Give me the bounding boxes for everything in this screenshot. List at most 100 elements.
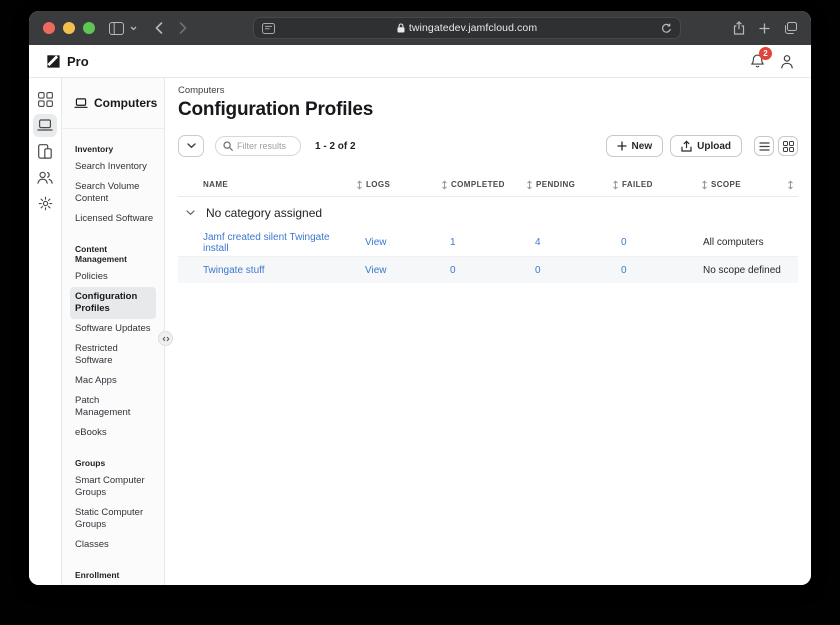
minimize-window-button[interactable]	[63, 22, 75, 34]
scope-value: All computers	[703, 237, 764, 248]
column-header-logs[interactable]: LOGS	[356, 180, 441, 190]
sidebar-item-configuration-profiles[interactable]: Configuration Profiles	[70, 287, 156, 319]
forward-button[interactable]	[179, 22, 187, 34]
sidebar-item-restricted-software[interactable]: Restricted Software	[75, 343, 118, 366]
computers-icon[interactable]	[33, 114, 57, 137]
sidebar-title: Computers	[62, 78, 164, 129]
sort-icon[interactable]	[787, 180, 794, 190]
scope-value: No scope defined	[703, 264, 781, 276]
sidebar-item-smart-computer-groups[interactable]: Smart Computer Groups	[75, 475, 145, 498]
zoom-window-button[interactable]	[83, 22, 95, 34]
list-view-icon	[759, 141, 769, 151]
settings-gear-icon[interactable]	[33, 192, 57, 215]
address-bar[interactable]: twingatedev.jamfcloud.com	[253, 17, 681, 39]
lock-icon	[397, 23, 405, 33]
sidebar-item-ebooks[interactable]: eBooks	[75, 427, 107, 438]
sidebar-item-mac-apps[interactable]: Mac Apps	[75, 375, 117, 386]
browser-titlebar: twingatedev.jamfcloud.com	[29, 11, 811, 45]
list-view-button[interactable]	[754, 136, 774, 156]
sidebar-item-classes[interactable]: Classes	[75, 539, 109, 550]
sidebar-item-static-computer-groups[interactable]: Static Computer Groups	[75, 507, 144, 530]
sidebar-toggle-icon[interactable]	[109, 21, 124, 35]
traffic-lights	[43, 22, 95, 34]
chevron-down-icon[interactable]	[186, 210, 195, 216]
devices-icon[interactable]	[33, 140, 57, 163]
sort-icon	[526, 180, 533, 190]
users-icon[interactable]	[33, 166, 57, 189]
sidebar-menu-chevron-icon[interactable]	[130, 26, 137, 31]
jamf-pro-brand[interactable]: Pro	[46, 54, 89, 69]
column-header-failed[interactable]: FAILED	[612, 180, 701, 190]
column-header-name[interactable]: NAME	[203, 180, 229, 189]
table-header-row: NAME LOGS COMPLETED PENDING	[178, 173, 798, 197]
completed-count-link[interactable]: 1	[450, 237, 456, 248]
new-button[interactable]: New	[605, 135, 664, 157]
context-rail	[29, 78, 62, 585]
column-header-pending[interactable]: PENDING	[526, 180, 612, 190]
laptop-icon	[74, 97, 88, 109]
filter-field[interactable]	[215, 136, 301, 156]
toolbar: 1 - 2 of 2 New Upload	[178, 134, 798, 158]
sort-icon	[441, 180, 448, 190]
filter-input[interactable]	[237, 141, 293, 151]
url-text: twingatedev.jamfcloud.com	[408, 22, 538, 34]
search-icon	[223, 141, 233, 151]
notification-badge: 2	[759, 47, 772, 60]
column-header-scope[interactable]: SCOPE	[701, 180, 798, 190]
grid-view-button[interactable]	[778, 136, 798, 156]
pending-count-link[interactable]: 0	[535, 264, 541, 276]
brand-label: Pro	[67, 53, 89, 69]
nav-section-enrollment: Enrollment	[75, 570, 120, 580]
share-icon[interactable]	[733, 21, 745, 35]
notifications-button[interactable]: 2	[750, 47, 772, 69]
browser-window: twingatedev.jamfcloud.com	[29, 11, 811, 585]
nav-section-inventory: Inventory	[75, 144, 114, 154]
sidebar-title-label: Computers	[94, 96, 158, 110]
tab-overview-icon[interactable]	[784, 22, 797, 34]
sidebar-item-software-updates[interactable]: Software Updates	[75, 323, 151, 334]
profiles-table: NAME LOGS COMPLETED PENDING	[178, 173, 798, 283]
reload-icon[interactable]	[661, 23, 672, 34]
sidebar-collapse-button[interactable]	[158, 331, 173, 346]
column-header-completed[interactable]: COMPLETED	[441, 180, 526, 190]
nav-section-groups: Groups	[75, 458, 106, 468]
sidebar-item-licensed-software[interactable]: Licensed Software	[75, 213, 154, 224]
new-tab-icon[interactable]	[759, 22, 770, 34]
sidebar-item-search-inventory[interactable]: Search Inventory	[75, 161, 147, 172]
grid-view-icon	[782, 140, 794, 152]
sort-icon	[701, 180, 708, 190]
failed-count-link[interactable]: 0	[621, 264, 627, 276]
back-button[interactable]	[155, 22, 163, 34]
filter-options-button[interactable]	[178, 135, 204, 157]
logs-view-link[interactable]: View	[365, 264, 387, 276]
page-title: Configuration Profiles	[178, 99, 374, 120]
app-header: Pro 2	[29, 45, 811, 78]
plus-icon	[616, 141, 627, 151]
breadcrumb[interactable]: Computers	[178, 85, 225, 96]
pending-count-link[interactable]: 4	[535, 237, 541, 248]
table-row: Twingate stuff View 0 0 0 No scope defin…	[178, 256, 798, 283]
profile-name-link[interactable]: Twingate stuff	[203, 264, 265, 276]
result-count: 1 - 2 of 2	[315, 140, 356, 152]
category-group-label: No category assigned	[206, 206, 323, 220]
close-window-button[interactable]	[43, 22, 55, 34]
page-settings-icon[interactable]	[262, 22, 275, 34]
failed-count-link[interactable]: 0	[621, 237, 627, 248]
upload-button[interactable]: Upload	[670, 135, 742, 157]
jamf-logo-icon	[46, 54, 61, 69]
sidebar-item-search-volume-content[interactable]: Search Volume Content	[75, 181, 140, 204]
completed-count-link[interactable]: 0	[450, 264, 456, 276]
logs-view-link[interactable]: View	[365, 237, 387, 248]
sort-icon	[356, 180, 363, 190]
sidebar-item-patch-management[interactable]: Patch Management	[75, 395, 131, 418]
dashboard-icon[interactable]	[33, 88, 57, 111]
account-button[interactable]	[780, 54, 794, 69]
sidebar-item-enrollment-invitations[interactable]: Enrollment Invitations	[75, 583, 156, 585]
nav-section-content-management: Content Management	[75, 244, 127, 264]
sidebar-item-policies[interactable]: Policies	[75, 271, 108, 282]
profile-name-link[interactable]: Jamf created silent Twingate install	[203, 231, 330, 254]
main-content: Computers Configuration Profiles 1 - 2 o…	[165, 78, 811, 585]
category-group-row[interactable]: No category assigned	[178, 197, 798, 229]
upload-icon	[681, 140, 692, 152]
